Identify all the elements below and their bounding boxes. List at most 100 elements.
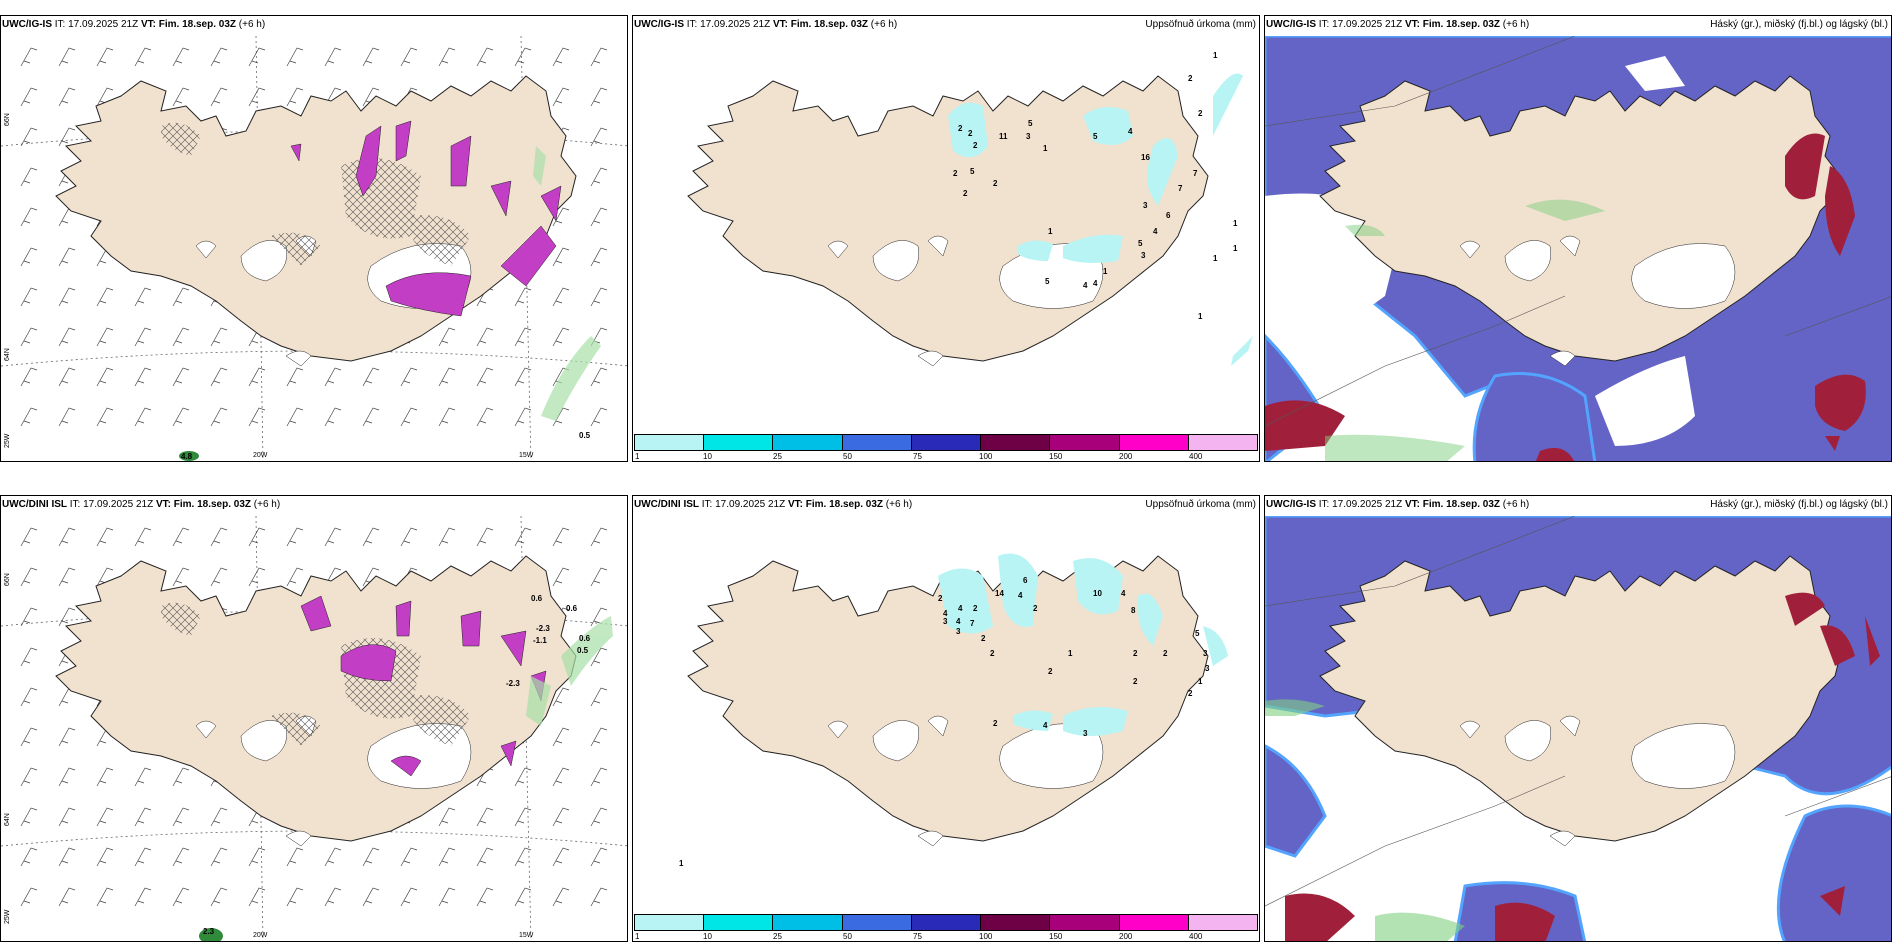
cb-label: 50 (843, 932, 852, 941)
colorbar-seg-3 (842, 435, 912, 450)
cb-label: 75 (913, 452, 922, 461)
svg-text:5: 5 (1028, 119, 1033, 128)
svg-text:5: 5 (1138, 239, 1143, 248)
svg-text:2: 2 (1188, 689, 1193, 698)
panel-header: UWC/DINI ISL IT: 17.09.2025 21Z VT: Fim.… (2, 499, 281, 510)
cloud-panel-bottom[interactable]: UWC/IG-IS IT: 17.09.2025 21Z VT: Fim. 18… (1264, 495, 1892, 942)
svg-text:2: 2 (1163, 649, 1168, 658)
svg-text:2: 2 (973, 141, 978, 150)
cb-label: 1 (635, 932, 640, 941)
svg-text:3: 3 (1205, 664, 1210, 673)
precip-values: 2 4 4 2 14 6 10 4 3 4 7 4 2 3 2 8 5 1 2 … (679, 576, 1210, 868)
panel-header: UWC/IG-IS IT: 17.09.2025 21Z VT: Fim. 18… (634, 19, 898, 30)
svg-text:2: 2 (938, 594, 943, 603)
wind-map: 2.3 0.6 0.6 0.6 0.5 -2.3 -1.1 -2.3 (1, 516, 627, 941)
colorbar-seg-2 (773, 435, 843, 450)
green-blob (199, 928, 223, 941)
lon-label-25w: 25W (4, 909, 11, 924)
precip-title: Uppsöfnuð úrkoma (mm) (1145, 19, 1256, 30)
svg-text:4: 4 (1128, 127, 1133, 136)
lat-label-66n: 66N (4, 113, 11, 126)
cb-label: 10 (703, 932, 712, 941)
low-cloud-streaks (533, 146, 601, 421)
svg-text:1: 1 (1233, 244, 1238, 253)
svg-text:7: 7 (1178, 184, 1183, 193)
cb-label: 50 (843, 452, 852, 461)
svg-text:1: 1 (1213, 51, 1218, 60)
svg-text:1: 1 (1233, 219, 1238, 228)
svg-text:4: 4 (943, 609, 948, 618)
cloud-borders (1265, 36, 1891, 427)
wind-value: -2.3 (506, 679, 520, 688)
precip-map: 1 2 2 2 2 11 5 3 5 4 16 2 2 5 2 2 1 1 7 … (687, 51, 1253, 367)
lon-label-25w: 25W (4, 433, 11, 448)
wind-panel-top[interactable]: UWC/IG-IS IT: 17.09.2025 21Z VT: Fim. 18… (0, 15, 628, 462)
svg-text:4: 4 (1121, 589, 1126, 598)
svg-text:3: 3 (1083, 729, 1088, 738)
svg-text:3: 3 (1143, 201, 1148, 210)
svg-text:2: 2 (1133, 677, 1138, 686)
precip-areas (938, 553, 1228, 736)
cb-label: 150 (1049, 932, 1063, 941)
panel-header: UWC/IG-IS IT: 17.09.2025 21Z VT: Fim. 18… (2, 19, 266, 30)
colorbar-seg-6 (1050, 435, 1120, 450)
svg-text:2: 2 (1133, 649, 1138, 658)
svg-text:3: 3 (1026, 132, 1031, 141)
precip-panel-bottom[interactable]: UWC/DINI ISL IT: 17.09.2025 21Z VT: Fim.… (632, 495, 1260, 942)
svg-text:4: 4 (956, 617, 961, 626)
svg-text:7: 7 (970, 619, 975, 628)
cb-label: 10 (703, 452, 712, 461)
panel-header: UWC/IG-IS IT: 17.09.2025 21Z VT: Fim. 18… (1266, 19, 1530, 30)
svg-text:2: 2 (993, 719, 998, 728)
lon-label-15w: 15W (519, 932, 534, 939)
svg-text:4: 4 (1043, 721, 1048, 730)
svg-text:1: 1 (1043, 144, 1048, 153)
lat-label-64n: 64N (4, 813, 11, 826)
cb-label: 150 (1049, 452, 1063, 461)
svg-text:1: 1 (1048, 227, 1053, 236)
colorbar-seg-8 (1188, 915, 1257, 930)
wind-value: 0.5 (579, 431, 591, 440)
svg-text:7: 7 (1193, 169, 1198, 178)
svg-text:5: 5 (970, 167, 975, 176)
colorbar-seg-2 (773, 915, 843, 930)
svg-text:3: 3 (956, 627, 961, 636)
lat-label-64n: 64N (4, 348, 11, 361)
lon-label-20w: 20W (253, 452, 268, 459)
svg-text:3: 3 (1141, 251, 1146, 260)
svg-text:16: 16 (1141, 153, 1150, 162)
svg-text:10: 10 (1093, 589, 1102, 598)
wind-value: 0.5 (577, 646, 589, 655)
svg-text:2: 2 (1033, 604, 1038, 613)
svg-text:5: 5 (1045, 277, 1050, 286)
cb-label: 1 (635, 452, 640, 461)
cb-label: 200 (1119, 932, 1133, 941)
precip-colorbar (634, 434, 1258, 451)
svg-text:6: 6 (1023, 576, 1028, 585)
svg-text:1: 1 (1103, 267, 1108, 276)
wind-map: 4.8 0.5 (1, 36, 627, 461)
svg-text:3: 3 (943, 617, 948, 626)
cb-label: 200 (1119, 452, 1133, 461)
lon-label-15w: 15W (519, 452, 534, 459)
wind-panel-bottom[interactable]: UWC/DINI ISL IT: 17.09.2025 21Z VT: Fim.… (0, 495, 628, 942)
wind-value: 2.3 (203, 927, 215, 936)
svg-text:2: 2 (963, 189, 968, 198)
colorbar-seg-8 (1188, 435, 1257, 450)
colorbar-seg-0 (635, 435, 705, 450)
svg-text:4: 4 (1083, 281, 1088, 290)
precip-panel-top[interactable]: UWC/IG-IS IT: 17.09.2025 21Z VT: Fim. 18… (632, 15, 1260, 462)
cloud-map (1265, 36, 1891, 461)
svg-text:2: 2 (1048, 667, 1053, 676)
cb-label: 75 (913, 932, 922, 941)
svg-text:1: 1 (1198, 312, 1203, 321)
precip-areas (948, 73, 1253, 366)
low-cloud-streaks (526, 616, 613, 726)
svg-text:2: 2 (973, 604, 978, 613)
colorbar-seg-4 (911, 915, 982, 930)
svg-text:5: 5 (1093, 132, 1098, 141)
cb-label: 400 (1189, 452, 1203, 461)
cloud-panel-top[interactable]: UWC/IG-IS IT: 17.09.2025 21Z VT: Fim. 18… (1264, 15, 1892, 462)
cloud-title: Háský (gr.), miðský (fj.bl.) og lágský (… (1710, 19, 1888, 30)
svg-text:1: 1 (1198, 677, 1203, 686)
